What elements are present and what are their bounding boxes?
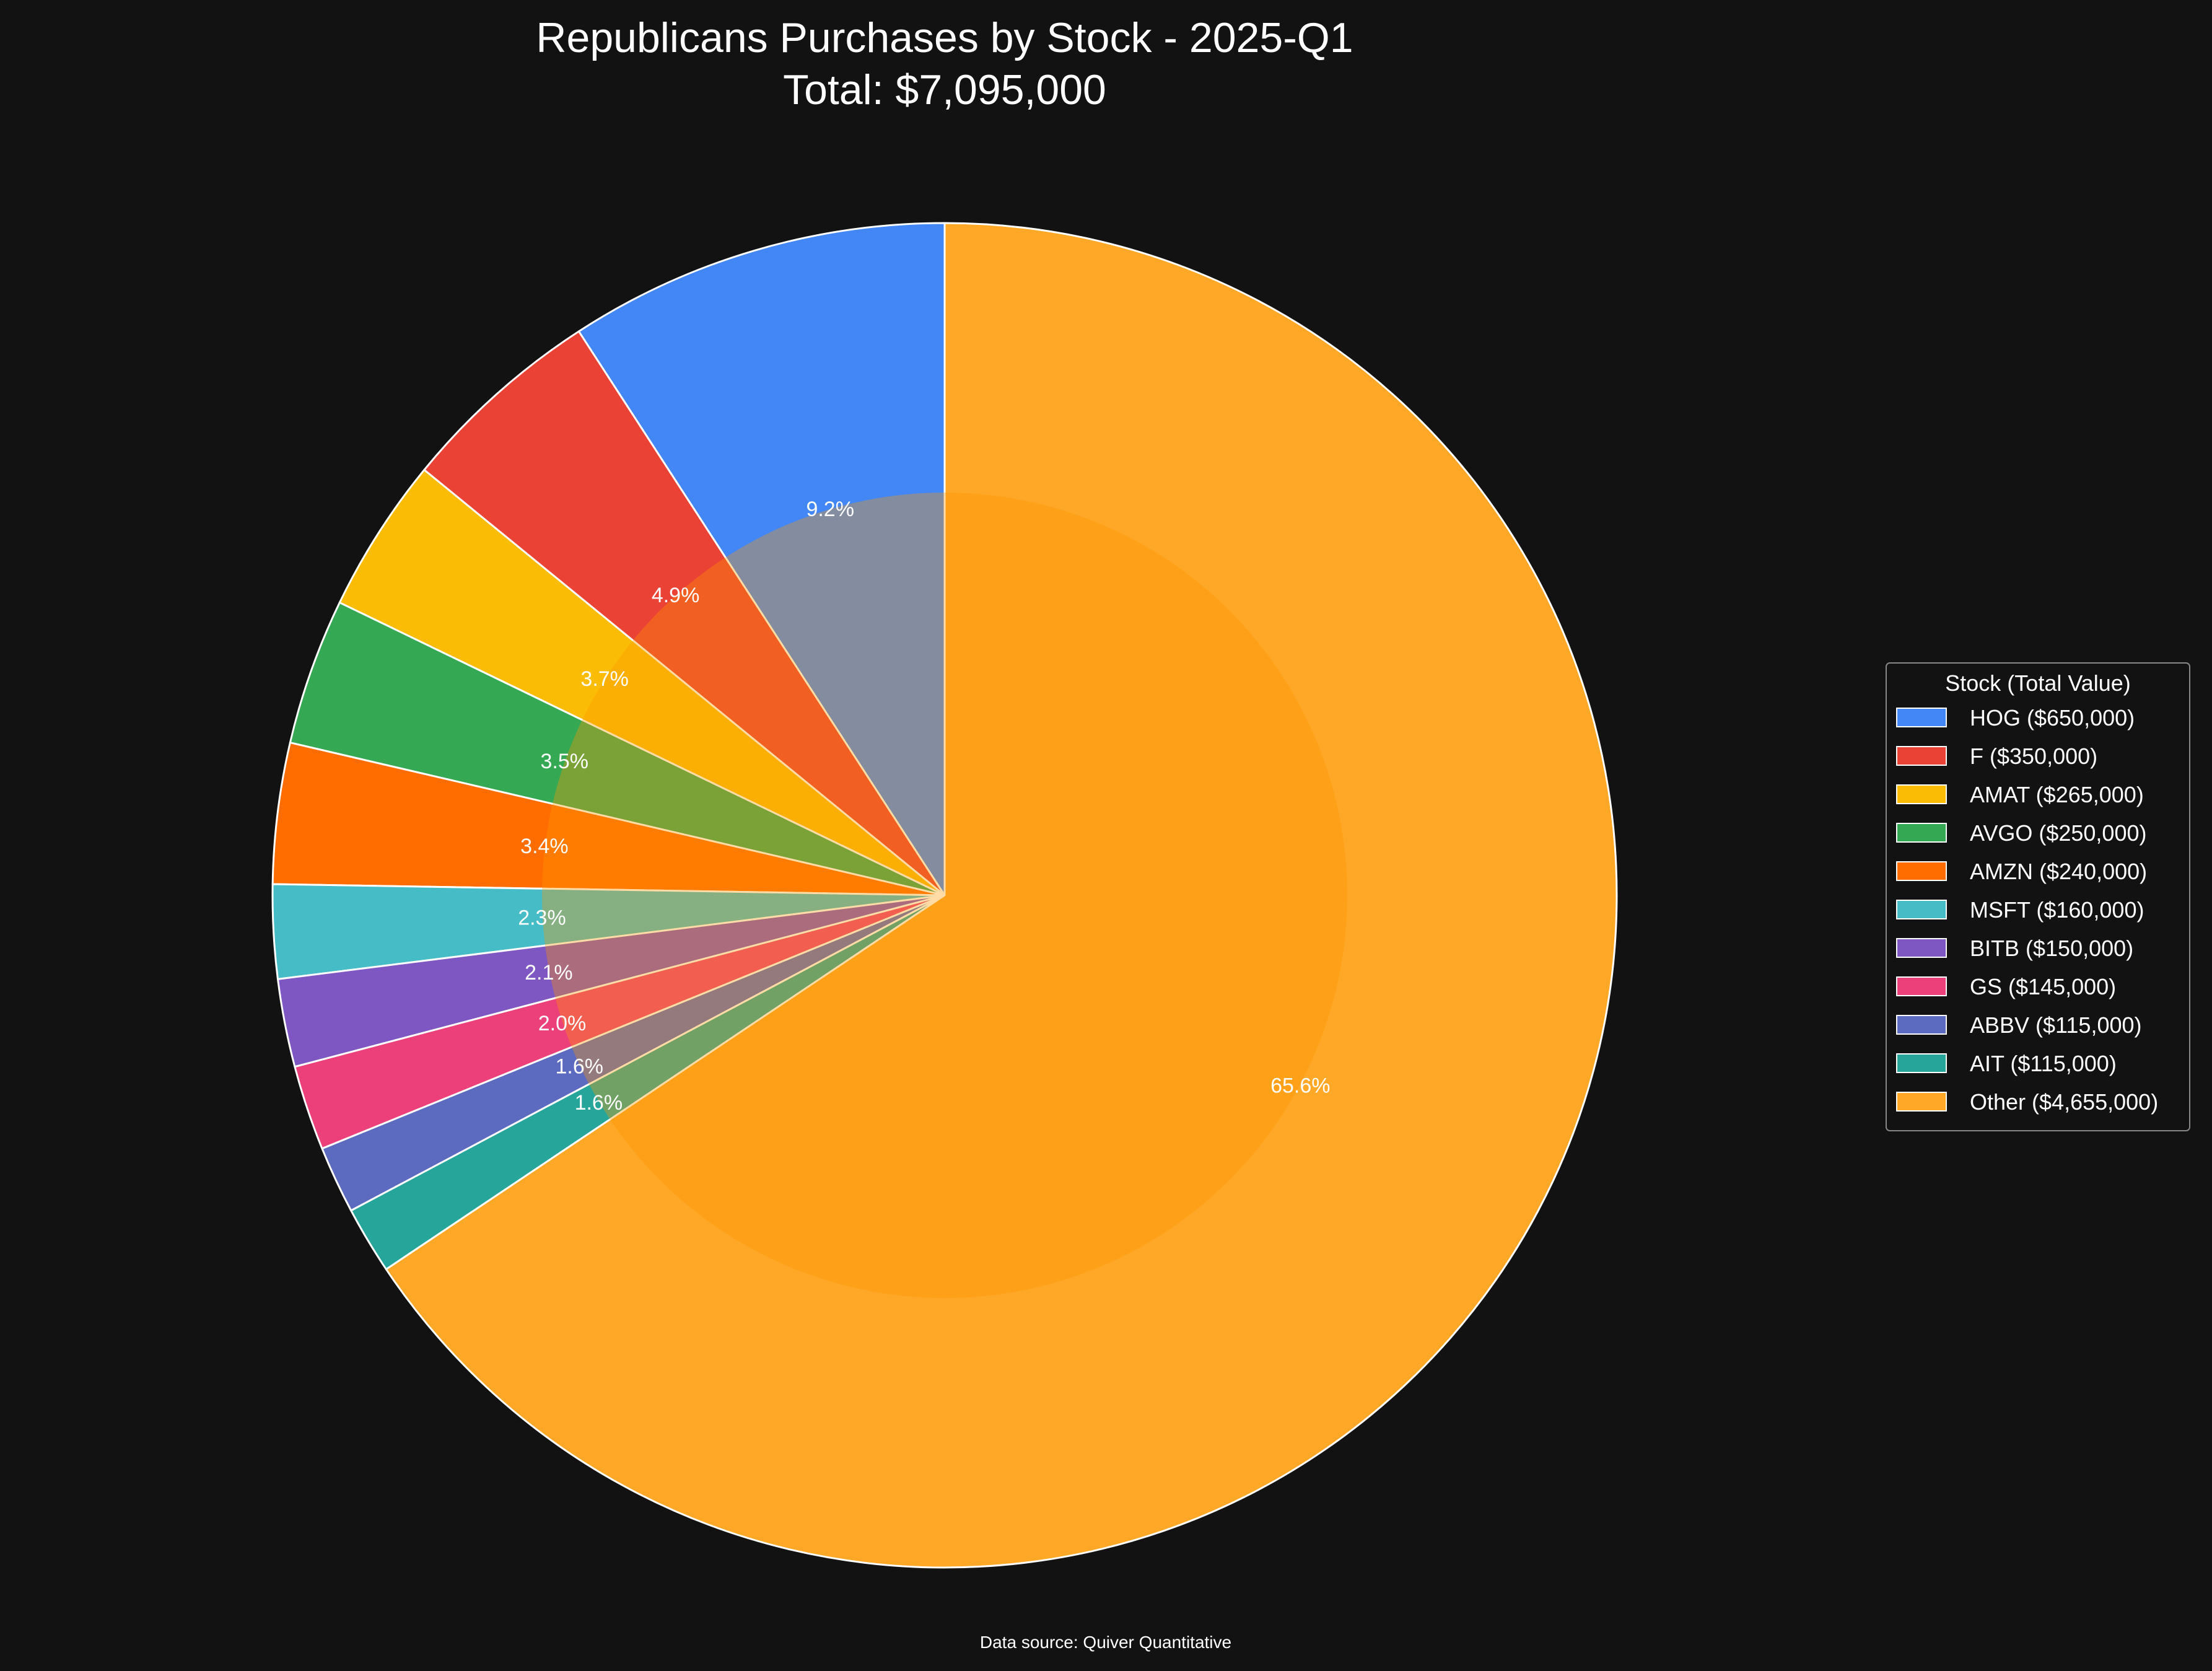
pie-slice-amat (338, 468, 946, 897)
legend-label-amzn: AMZN ($240,000) (1970, 859, 2147, 884)
legend-swatch-gs (1896, 976, 1947, 996)
legend-label-f: F ($350,000) (1970, 743, 2097, 769)
pct-label-hog: 9.2% (806, 498, 854, 521)
legend-swatch-hog (1896, 708, 1947, 727)
center-overlay (542, 493, 1347, 1298)
pct-label-gs: 2.0% (538, 1012, 587, 1035)
legend-label-avgo: AVGO ($250,000) (1970, 820, 2147, 846)
pie-slice-hog (577, 222, 946, 897)
pct-label-avgo: 3.5% (540, 750, 588, 773)
pie-slice-f (423, 330, 946, 897)
legend-swatch-bitb (1896, 938, 1947, 958)
pct-label-abbv: 1.6% (556, 1055, 604, 1079)
legend-swatch-amzn (1896, 861, 1947, 881)
legend-label-amat: AMAT ($265,000) (1970, 782, 2144, 807)
source-note: Data source: Quiver Quantitative (980, 1633, 1231, 1652)
pie-percent-labels: 9.2% 4.9% 3.7% 3.5% 3.4% 2.3% 2.1% 2.0% 1.6% 1.6%… (518, 498, 1330, 1115)
pct-label-other: 65.6% (1270, 1074, 1330, 1098)
legend-label-other: Other ($4,655,000) (1970, 1089, 2158, 1115)
legend-label-bitb: BITB ($150,000) (1970, 936, 2133, 961)
legend-swatch-amat (1896, 784, 1947, 804)
legend-label-gs: GS ($145,000) (1970, 974, 2116, 999)
pct-label-amat: 3.7% (580, 667, 629, 691)
legend-swatch-other (1896, 1092, 1947, 1112)
legend-swatch-f (1896, 746, 1947, 766)
pct-label-amzn: 3.4% (520, 835, 569, 858)
legend-items: HOG ($650,000) F ($350,000) AMAT ($265,000… (1896, 705, 2158, 1115)
legend: Stock (Total Value) HOG ($650,000) F ($35… (1886, 662, 2190, 1131)
pct-label-bitb: 2.1% (525, 961, 573, 985)
pie-slice-avgo (289, 602, 946, 897)
legend-swatch-avgo (1896, 823, 1947, 843)
legend-label-abbv: ABBV ($115,000) (1970, 1012, 2142, 1038)
pie-slice-other (385, 222, 1618, 1569)
pct-label-f: 4.9% (652, 584, 700, 607)
pie-slice-amzn (271, 742, 946, 897)
legend-label-hog: HOG ($650,000) (1970, 705, 2135, 730)
legend-swatch-abbv (1896, 1015, 1947, 1035)
legend-title: Stock (Total Value) (1945, 670, 2130, 696)
legend-frame (1886, 662, 2190, 1131)
pie-slices (271, 222, 1618, 1569)
legend-swatch-ait (1896, 1053, 1947, 1073)
chart-subtitle: Total: $7,095,000 (783, 66, 1106, 113)
chart-title: Republicans Purchases by Stock - 2025-Q1 (536, 14, 1353, 61)
pct-label-ait: 1.6% (575, 1091, 623, 1115)
legend-label-msft: MSFT ($160,000) (1970, 897, 2144, 923)
legend-swatch-msft (1896, 900, 1947, 919)
pct-label-msft: 2.3% (518, 906, 566, 929)
legend-label-ait: AIT ($115,000) (1970, 1051, 2117, 1076)
